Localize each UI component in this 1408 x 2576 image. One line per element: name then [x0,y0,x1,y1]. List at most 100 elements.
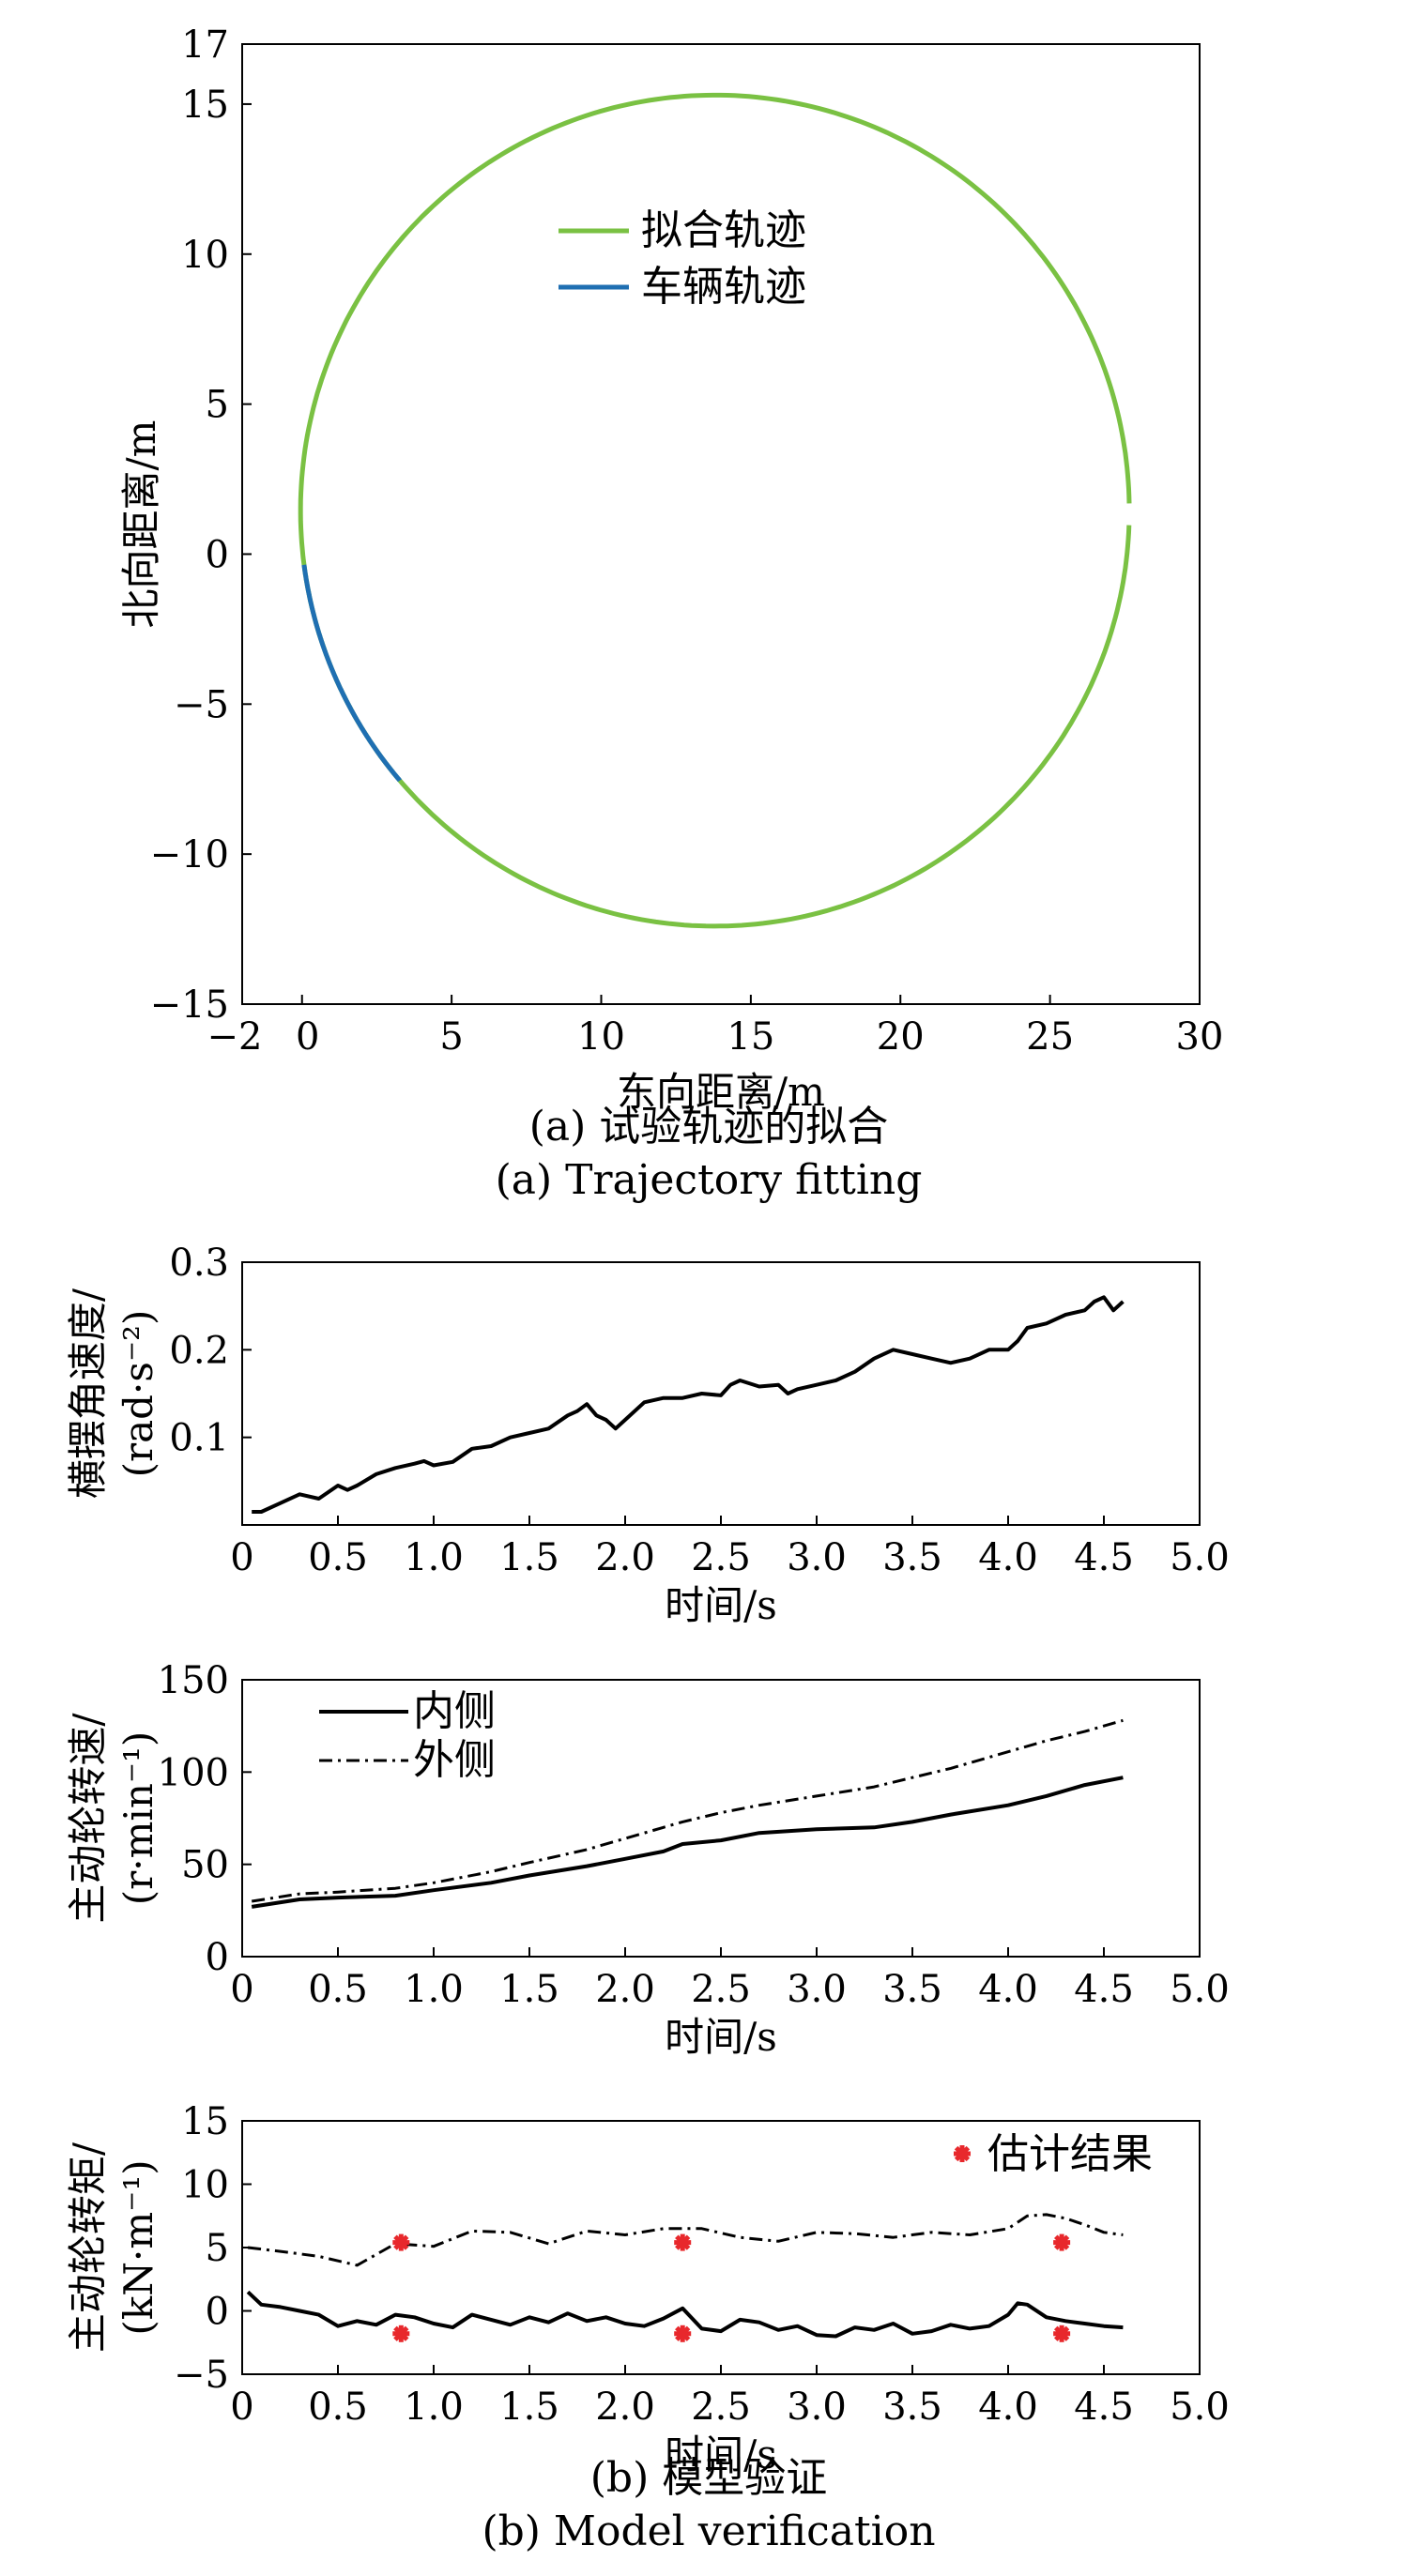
x-tick-label: 2.5 [691,2385,751,2429]
x-tick-label: 3.5 [882,1968,942,2011]
x-tick-label: 5.0 [1170,1968,1230,2011]
marker-stroke [393,2325,409,2341]
x-tick-label: 1.5 [499,1968,559,2011]
x-tick-label: 3.0 [787,1536,847,1579]
marker-stroke [954,2145,971,2162]
y-tick-label: 0.3 [169,1242,229,1285]
x-tick-label: 1.5 [499,1536,559,1579]
y-tick-label: 10 [181,2164,229,2207]
caption-chinese: (a) 试验轨迹的拟合 [529,1103,889,1151]
marker-stroke [1053,2325,1070,2341]
y-tick-label: 100 [158,1751,229,1794]
marker-stroke [393,2234,409,2250]
y-tick-label: 15 [181,2100,229,2143]
x-tick-label: 0 [230,1968,253,2011]
x-axis-label: 时间/s [665,2014,777,2060]
x-tick-label: 4.5 [1074,2385,1134,2429]
x-tick-label: 0.5 [308,1536,368,1579]
y-axis-unit: (r·min⁻¹) [115,1731,161,1906]
x-tick-label: 0 [230,1536,253,1579]
x-tick-label: 4.0 [978,1536,1038,1579]
x-tick-label: 0.5 [308,2385,368,2429]
legend-label: 车辆轨迹 [641,263,806,311]
estimate-marker [1053,2233,1071,2251]
y-tick-label: 17 [181,23,229,67]
x-tick-label: 4.5 [1074,1968,1134,2011]
x-tick-label: 2.0 [595,1536,655,1579]
y-tick-label: −5 [174,683,229,726]
series-line-solid [252,1295,1125,1514]
x-tick-label: 3.5 [882,1536,942,1579]
x-axis-label: 时间/s [665,1582,777,1628]
y-tick-label: 0.2 [169,1329,229,1372]
legend-marker [954,2145,971,2162]
estimate-marker [392,2324,410,2342]
x-tick-label: 30 [1176,1015,1224,1059]
x-tick-label: 1.0 [404,1968,464,2011]
plot-frame [241,1679,1201,1958]
y-axis-label: 主动轮转矩/ [65,2142,111,2353]
legend-label: 外侧 [413,1736,496,1784]
estimate-marker [674,2324,692,2342]
estimate-marker [674,2233,692,2251]
legend-label: 估计结果 [987,2130,1153,2178]
x-tick-label: 1.5 [499,2385,559,2429]
x-tick-label: 5.0 [1170,1536,1230,1579]
x-axis-label: 东向距离/m [617,1069,825,1115]
y-tick-label: −15 [150,983,229,1027]
x-tick-label: 1.0 [404,2385,464,2429]
y-tick-label: 10 [181,234,229,277]
x-tick-label: 2.5 [691,1968,751,2011]
x-tick-label: 5.0 [1170,2385,1230,2429]
marker-stroke [1053,2234,1070,2250]
caption-english: (a) Trajectory fitting [496,1156,923,1204]
x-tick-label: 0.5 [308,1968,368,2011]
x-tick-label: 4.0 [978,2385,1038,2429]
x-tick-label: 20 [877,1015,925,1059]
caption-chinese: (b) 模型验证 [590,2454,827,2502]
estimate-marker [392,2233,410,2251]
x-tick-label: 2.0 [595,1968,655,2011]
x-tick-label: 3.0 [787,1968,847,2011]
series-line-solid [246,2290,1124,2339]
y-tick-label: 0 [206,533,229,576]
fitted-trajectory-line [298,92,1132,929]
x-tick-label: 2.0 [595,2385,655,2429]
y-axis-label: 北向距离/m [118,420,164,629]
y-tick-label: 0 [206,2291,229,2334]
x-tick-label: 4.5 [1074,1536,1134,1579]
y-axis-label: 主动轮转速/ [65,1713,111,1924]
x-tick-label: 3.0 [787,2385,847,2429]
y-tick-label: 5 [206,2227,229,2270]
x-axis-label: 时间/s [665,2431,777,2477]
y-tick-label: 50 [181,1844,229,1887]
y-tick-label: −10 [150,833,229,876]
x-tick-label: 0 [230,2385,253,2429]
series-line-dashdot [251,1718,1124,1903]
x-tick-label: 5 [439,1015,463,1059]
x-tick-label: 3.5 [882,2385,942,2429]
y-tick-label: −5 [174,2354,229,2397]
y-tick-label: 0 [206,1936,229,1979]
plot-frame [241,43,1201,1005]
y-tick-label: 150 [158,1659,229,1702]
y-tick-label: 0.1 [169,1417,229,1460]
x-tick-label: 25 [1026,1015,1074,1059]
x-tick-label: 10 [577,1015,625,1059]
caption-english: (b) Model verification [482,2507,935,2555]
estimate-marker [1053,2324,1071,2342]
legend-label: 拟合轨迹 [641,206,806,254]
marker-stroke [675,2234,691,2250]
x-tick-label: 0 [296,1015,319,1059]
vehicle-trajectory-line [301,564,402,783]
x-tick-label: 15 [727,1015,774,1059]
x-tick-label: 4.0 [978,1968,1038,2011]
y-tick-label: 15 [181,84,229,127]
y-axis-unit: (rad·s⁻²) [115,1310,161,1478]
legend-label: 内侧 [413,1687,496,1735]
y-axis-label: 横摆角速度/ [65,1288,111,1499]
x-tick-label: 2.5 [691,1536,751,1579]
series-line-solid [251,1776,1124,1909]
y-tick-label: 5 [206,384,229,427]
